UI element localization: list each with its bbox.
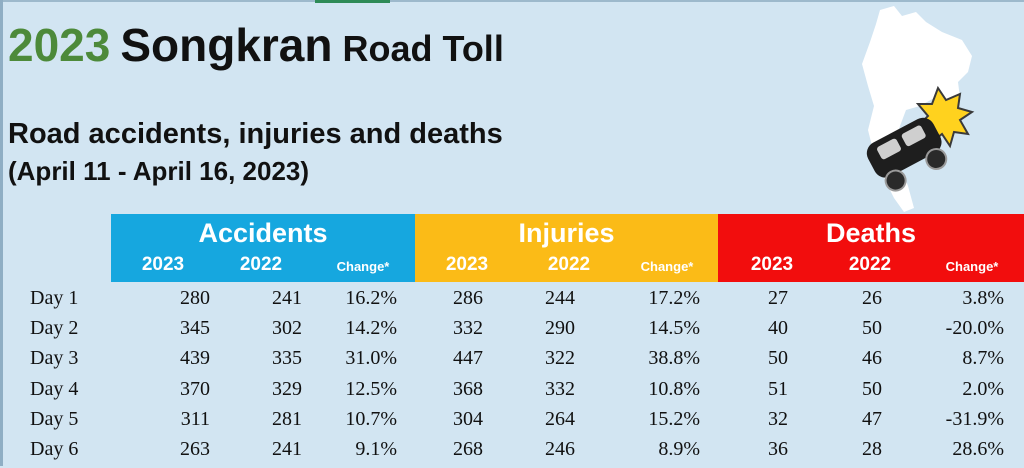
table-cell-injuries-2022: 290 bbox=[545, 317, 575, 340]
table-cell-accidents-2022: 281 bbox=[272, 407, 302, 430]
table-row: Day 4 370 329 12.5% 368 332 10.8% 51 50 2.0% bbox=[0, 378, 1024, 408]
table-cell-injuries-change: 17.2% bbox=[648, 287, 700, 309]
title-year: 2023 bbox=[8, 19, 111, 71]
table-cell-accidents-2023: 311 bbox=[180, 407, 210, 430]
injuries-change-label: Change* bbox=[640, 259, 694, 274]
table-cell-injuries-2022: 332 bbox=[545, 377, 575, 400]
overturned-car bbox=[866, 117, 948, 192]
table-cell-injuries-2022: 244 bbox=[545, 287, 575, 309]
table-cell-injuries-change: 38.8% bbox=[648, 347, 700, 370]
table-cell-accidents-2023: 345 bbox=[180, 317, 210, 340]
title-road-toll: Road Toll bbox=[342, 28, 504, 69]
deaths-change-label: Change* bbox=[945, 259, 999, 274]
table-cell-accidents-2022: 329 bbox=[272, 377, 302, 400]
row-label: Day 1 bbox=[30, 287, 79, 309]
top-border-accent bbox=[315, 0, 390, 3]
table-cell-accidents-2022: 241 bbox=[272, 438, 302, 460]
table-cell-injuries-2023: 447 bbox=[453, 347, 483, 370]
table-cell-deaths-2023: 51 bbox=[768, 377, 788, 400]
table-cell-deaths-2023: 32 bbox=[768, 407, 788, 430]
table-cell-injuries-2023: 286 bbox=[453, 287, 483, 309]
page-title: 2023 Songkran Road Toll bbox=[8, 18, 504, 72]
table-cell-injuries-change: 8.9% bbox=[658, 438, 700, 460]
table-cell-deaths-2023: 36 bbox=[768, 438, 788, 460]
accidents-2023-label: 2023 bbox=[141, 254, 185, 275]
table-cell-injuries-change: 15.2% bbox=[648, 407, 700, 430]
table-cell-deaths-change: -20.0% bbox=[945, 317, 1004, 340]
subtitle: Road accidents, injuries and deaths bbox=[8, 118, 503, 150]
accidents-2022-label: 2022 bbox=[239, 254, 283, 275]
table-cell-deaths-2022: 50 bbox=[862, 317, 882, 340]
table-cell-accidents-2023: 370 bbox=[180, 377, 210, 400]
table-cell-deaths-change: 2.0% bbox=[962, 377, 1004, 400]
accidents-change-label: Change* bbox=[336, 259, 390, 274]
accidents-header: Accidents 2023 2022 Change* bbox=[111, 214, 415, 282]
date-range: (April 11 - April 16, 2023) bbox=[8, 156, 310, 186]
table-cell-deaths-2023: 27 bbox=[768, 287, 788, 309]
table-row: Day 1 280 241 16.2% 286 244 17.2% 27 26 3.8% bbox=[0, 287, 1024, 317]
injuries-2023-label: 2023 bbox=[445, 254, 489, 275]
accidents-label: Accidents bbox=[198, 218, 328, 248]
table-cell-accidents-2023: 263 bbox=[180, 438, 210, 460]
left-border bbox=[0, 0, 3, 466]
row-label: Day 3 bbox=[30, 347, 79, 370]
table-cell-accidents-change: 31.0% bbox=[345, 347, 397, 370]
deaths-header: Deaths 2023 2022 Change* bbox=[718, 214, 1024, 282]
table-cell-deaths-2023: 40 bbox=[768, 317, 788, 340]
table-cell-injuries-2022: 264 bbox=[545, 407, 575, 430]
table-cell-injuries-2023: 368 bbox=[453, 377, 483, 400]
row-label: Day 2 bbox=[30, 317, 79, 340]
table-row: Day 2 345 302 14.2% 332 290 14.5% 40 50 -20.0% bbox=[0, 317, 1024, 347]
table-row: Day 6 263 241 9.1% 268 246 8.9% 36 28 28.6% bbox=[0, 438, 1024, 468]
table-cell-accidents-change: 9.1% bbox=[355, 438, 397, 460]
deaths-label: Deaths bbox=[825, 218, 917, 248]
deaths-2023-label: 2023 bbox=[750, 254, 794, 275]
table-cell-injuries-2023: 332 bbox=[453, 317, 483, 340]
row-label: Day 4 bbox=[30, 377, 79, 400]
table-cell-deaths-2023: 50 bbox=[768, 347, 788, 370]
table-cell-deaths-2022: 28 bbox=[862, 438, 882, 460]
table-cell-deaths-change: 28.6% bbox=[952, 438, 1004, 460]
table-cell-deaths-2022: 26 bbox=[862, 287, 882, 309]
table-cell-accidents-2022: 335 bbox=[272, 347, 302, 370]
table-cell-deaths-2022: 47 bbox=[862, 407, 882, 430]
thailand-map-car-crash-icon bbox=[862, 6, 975, 212]
table-cell-accidents-change: 16.2% bbox=[345, 287, 397, 309]
table-cell-injuries-change: 14.5% bbox=[648, 317, 700, 340]
table-cell-injuries-2022: 246 bbox=[545, 438, 575, 460]
table-row: Day 3 439 335 31.0% 447 322 38.8% 50 46 8.7% bbox=[0, 347, 1024, 377]
table-cell-deaths-change: 3.8% bbox=[962, 287, 1004, 309]
injuries-header: Injuries 2023 2022 Change* bbox=[415, 214, 718, 282]
table-cell-accidents-change: 14.2% bbox=[345, 317, 397, 340]
crash-burst bbox=[915, 85, 975, 149]
title-songkran: Songkran bbox=[120, 19, 333, 71]
table-cell-accidents-2022: 241 bbox=[272, 287, 302, 309]
table-cell-deaths-2022: 50 bbox=[862, 377, 882, 400]
row-label: Day 6 bbox=[30, 438, 79, 460]
injuries-2022-label: 2022 bbox=[547, 254, 591, 275]
row-label: Day 5 bbox=[30, 407, 79, 430]
deaths-2022-label: 2022 bbox=[848, 254, 892, 275]
table-cell-deaths-2022: 46 bbox=[862, 347, 882, 370]
injuries-label: Injuries bbox=[518, 218, 615, 248]
table-cell-injuries-2023: 268 bbox=[453, 438, 483, 460]
table-cell-accidents-2022: 302 bbox=[272, 317, 302, 340]
table-cell-accidents-2023: 280 bbox=[180, 287, 210, 309]
table-cell-injuries-2022: 322 bbox=[545, 347, 575, 370]
table-cell-accidents-change: 12.5% bbox=[345, 377, 397, 400]
table-cell-injuries-change: 10.8% bbox=[648, 377, 700, 400]
table-cell-accidents-2023: 439 bbox=[180, 347, 210, 370]
table-cell-deaths-change: -31.9% bbox=[945, 407, 1004, 430]
table-cell-accidents-change: 10.7% bbox=[345, 407, 397, 430]
table-cell-injuries-2023: 304 bbox=[453, 407, 483, 430]
table-row: Day 5 311 281 10.7% 304 264 15.2% 32 47 -31.9% bbox=[0, 408, 1024, 438]
table-cell-deaths-change: 8.7% bbox=[962, 347, 1004, 370]
top-border bbox=[0, 0, 1024, 2]
